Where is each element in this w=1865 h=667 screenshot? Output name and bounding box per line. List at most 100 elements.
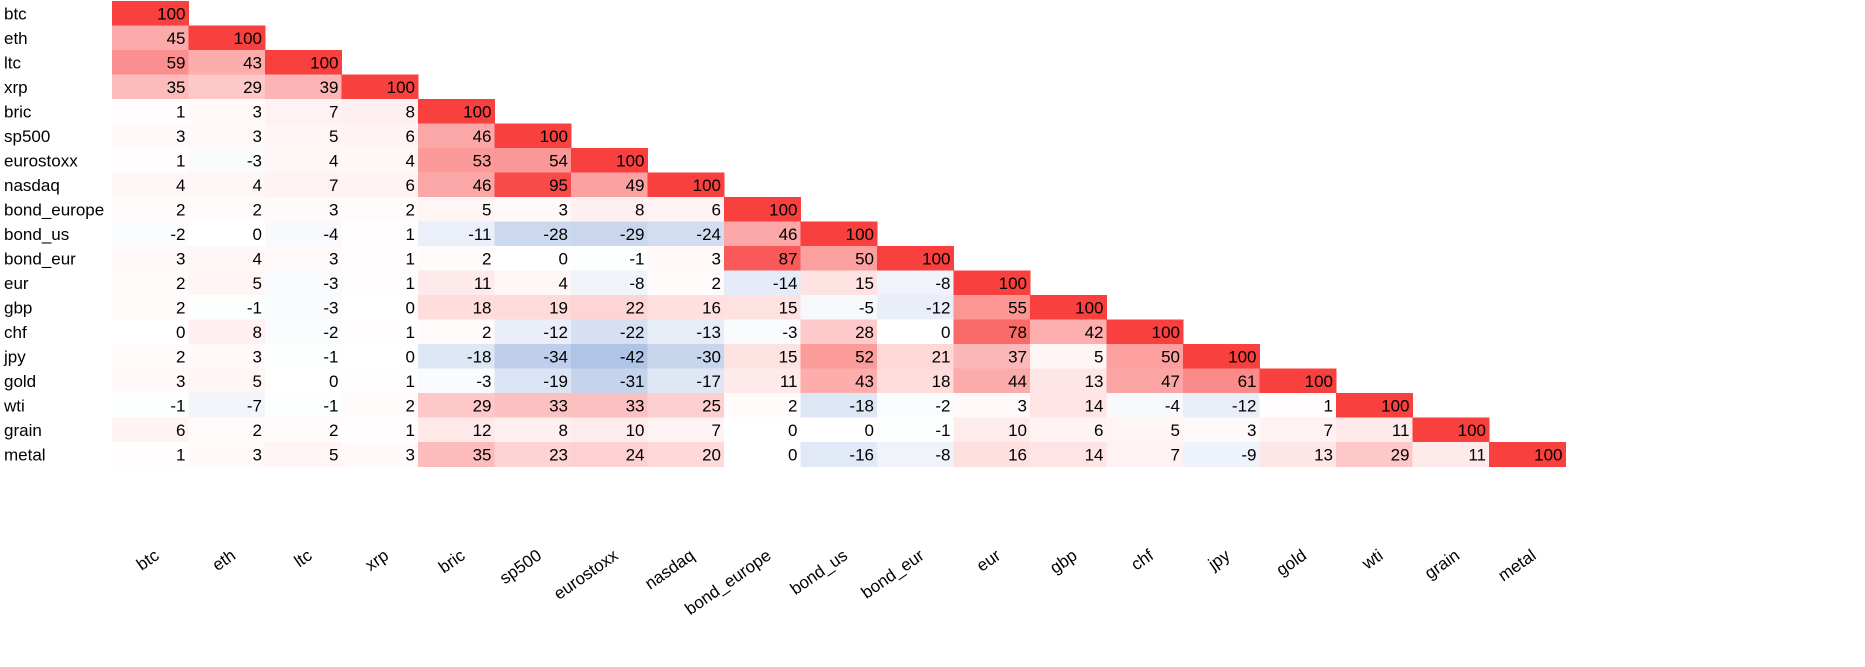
row-label: gbp	[4, 298, 32, 317]
cell-value-label: 0	[559, 249, 568, 268]
row-label: btc	[4, 4, 27, 23]
heatmap-cell	[188, 148, 266, 173]
heatmap-cell	[188, 417, 266, 443]
heatmap-cell	[188, 99, 266, 124]
cell-value-label: 35	[167, 78, 186, 97]
heatmap-cell	[494, 393, 572, 418]
heatmap-cell	[1183, 344, 1260, 369]
cell-value-label: 1	[406, 225, 415, 244]
cell-value-label: 3	[176, 249, 185, 268]
heatmap-cell	[877, 295, 954, 320]
heatmap-cell	[188, 344, 266, 369]
cell-value-label: -22	[620, 323, 645, 342]
cell-value-label: 19	[549, 298, 568, 317]
row-label: gold	[4, 372, 36, 391]
cell-value-label: 3	[253, 102, 262, 121]
column-label: ltc	[291, 545, 316, 571]
cell-value-label: 3	[1247, 421, 1256, 440]
heatmap-cell	[418, 295, 495, 320]
heatmap-cell	[265, 172, 342, 198]
heatmap-cell	[341, 417, 419, 443]
cell-value-label: 59	[167, 53, 186, 72]
heatmap-cell	[647, 442, 725, 467]
cell-value-label: 100	[922, 249, 950, 268]
column-label: gbp	[1046, 546, 1080, 578]
column-label: bond_europe	[682, 546, 775, 619]
cell-value-label: -13	[696, 323, 721, 342]
cell-value-label: 100	[387, 78, 415, 97]
cell-value-label: 100	[463, 102, 491, 121]
heatmap-cell	[112, 270, 189, 296]
cell-value-label: -7	[247, 396, 262, 415]
cell-value-label: 15	[779, 298, 798, 317]
cell-value-label: -4	[323, 225, 338, 244]
heatmap-cell	[800, 221, 878, 247]
cell-value-label: 2	[329, 421, 338, 440]
cell-value-label: 2	[253, 200, 262, 219]
row-label: bond_us	[4, 225, 69, 244]
heatmap-cell	[1030, 319, 1107, 345]
cell-value-label: -42	[620, 347, 645, 366]
cell-value-label: 1	[406, 421, 415, 440]
heatmap-cell	[265, 197, 342, 222]
row-label: sp500	[4, 127, 50, 146]
heatmap-cell	[265, 148, 342, 173]
cell-value-label: 100	[157, 4, 185, 23]
heatmap-cell	[265, 442, 342, 467]
cell-value-label: -4	[1165, 396, 1180, 415]
heatmap-cell	[877, 344, 954, 369]
cell-value-label: 7	[329, 176, 338, 195]
row-label: eur	[4, 274, 29, 293]
cell-value-label: -3	[476, 372, 491, 391]
heatmap-cell	[877, 442, 954, 467]
heatmap-cell	[647, 295, 725, 320]
heatmap-cell	[188, 123, 266, 149]
heatmap-cell	[112, 442, 189, 467]
heatmap-cell	[1183, 368, 1260, 394]
heatmap-cell	[724, 246, 801, 271]
cell-value-label: 0	[865, 421, 874, 440]
cell-value-label: -31	[620, 372, 645, 391]
heatmap-cell	[1030, 393, 1107, 418]
heatmap-cell	[341, 246, 419, 271]
heatmap-cell	[724, 344, 801, 369]
cell-value-label: 33	[549, 396, 568, 415]
cell-value-label: 100	[310, 53, 338, 72]
cell-value-label: -8	[935, 274, 950, 293]
heatmap-cell	[647, 368, 725, 394]
cell-value-label: -5	[859, 298, 874, 317]
heatmap-cell	[647, 344, 725, 369]
column-label: bond_eur	[858, 546, 928, 603]
heatmap-cell	[953, 417, 1031, 443]
heatmap-cell	[265, 99, 342, 124]
heatmap-cell	[265, 50, 342, 75]
cell-value-label: 50	[1161, 347, 1180, 366]
heatmap-cell	[953, 295, 1031, 320]
row-label: grain	[4, 421, 42, 440]
cell-value-label: -8	[935, 445, 950, 464]
heatmap-cell	[724, 442, 801, 467]
heatmap-cell	[800, 246, 878, 271]
row-label: chf	[4, 323, 27, 342]
heatmap-cell	[418, 99, 495, 124]
cell-value-label: 24	[626, 445, 645, 464]
row-label: metal	[4, 445, 46, 464]
cell-value-label: 1	[176, 102, 185, 121]
cell-value-label: 4	[176, 176, 185, 195]
heatmap-cell	[571, 319, 648, 345]
heatmap-cell	[265, 393, 342, 418]
heatmap-cell	[112, 295, 189, 320]
heatmap-cell	[112, 246, 189, 271]
row-label: bric	[4, 102, 32, 121]
cell-value-label: 44	[1008, 372, 1027, 391]
heatmap-cell	[571, 344, 648, 369]
cell-value-label: 6	[176, 421, 185, 440]
heatmap-cell	[341, 344, 419, 369]
cell-value-label: -30	[696, 347, 721, 366]
cell-value-label: -18	[849, 396, 874, 415]
column-label: chf	[1128, 546, 1158, 575]
heatmap-cell	[1106, 393, 1184, 418]
heatmap-cell	[571, 172, 648, 198]
cell-value-label: 0	[788, 445, 797, 464]
heatmap-cell	[494, 319, 572, 345]
